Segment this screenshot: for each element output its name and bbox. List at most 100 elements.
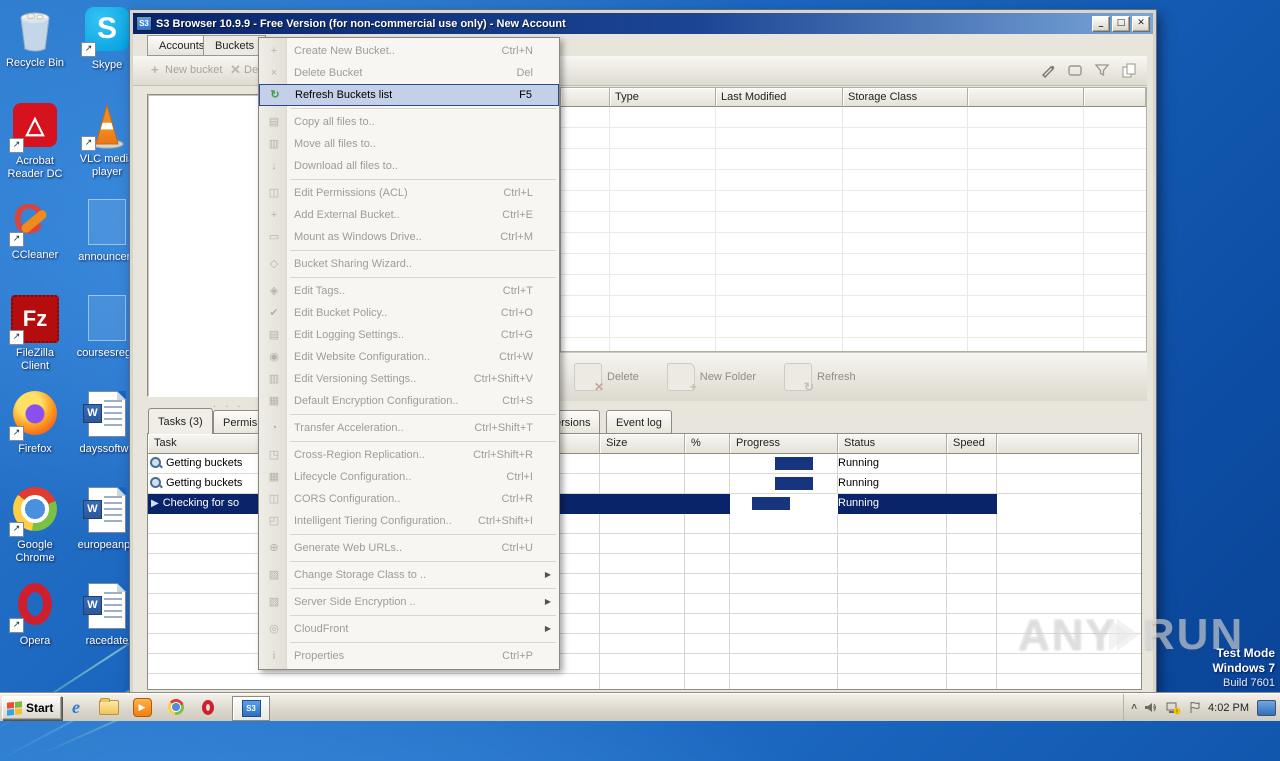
quicklaunch-chrome-icon[interactable] <box>166 697 186 717</box>
task-column-progress[interactable]: Progress <box>730 434 838 454</box>
menu-shortcut: Ctrl+Shift+I <box>477 515 533 527</box>
menu-item-generate-web-urls[interactable]: ⊕ Generate Web URLs.. Ctrl+U <box>259 537 559 559</box>
menu-item-transfer-acceleration[interactable]: ◔ Transfer Acceleration.. Ctrl+Shift+T <box>259 417 559 439</box>
menu-item-server-side-encryption[interactable]: ▧ Server Side Encryption .. ▶ <box>259 591 559 613</box>
menu-item-create-new-bucket[interactable]: + Create New Bucket.. Ctrl+N <box>259 40 559 62</box>
clock[interactable]: 4:02 PM <box>1208 701 1249 714</box>
menu-item-properties[interactable]: i Properties Ctrl+P <box>259 645 559 667</box>
maximize-button[interactable]: □ <box>1112 15 1130 32</box>
task-status: Running <box>838 457 879 469</box>
menu-shortcut: Ctrl+R <box>501 493 533 505</box>
file-column-blank[interactable] <box>968 88 1084 107</box>
menu-item-edit-tags[interactable]: ◈ Edit Tags.. Ctrl+T <box>259 280 559 302</box>
quicklaunch-opera-icon[interactable] <box>198 697 218 717</box>
monitor-icon[interactable] <box>1257 699 1276 716</box>
menu-item-refresh-buckets-list[interactable]: ↻ Refresh Buckets list F5 <box>259 84 559 106</box>
quicklaunch-media-player-icon[interactable]: ▶ <box>132 697 152 717</box>
desktop-icon-announcement-doc[interactable]: announcem <box>74 197 140 264</box>
delete-bucket-button[interactable]: Del <box>244 64 261 76</box>
action-flag-icon[interactable] <box>1188 701 1201 714</box>
close-button[interactable]: ✕ <box>1132 15 1150 32</box>
desktop-icon-opera[interactable]: ↗ Opera <box>2 581 68 648</box>
window-titlebar[interactable]: S3 S3 Browser 10.9.9 - Free Version (for… <box>133 13 1153 34</box>
start-button[interactable]: Start <box>2 696 63 720</box>
menu-item-label: Move all files to.. <box>294 138 376 150</box>
task-column-[interactable]: % <box>685 434 730 454</box>
menu-item-label: Properties <box>294 650 345 662</box>
file-column-type[interactable]: Type <box>610 88 716 107</box>
task-column-size[interactable]: Size <box>600 434 685 454</box>
tab-tasks-3[interactable]: Tasks (3) <box>148 408 213 434</box>
desktop-icon-ccleaner[interactable]: C ↗ CCleaner <box>2 195 68 262</box>
tab-buckets[interactable]: Buckets <box>203 35 267 56</box>
desktop-icon-recycle-bin[interactable]: Recycle Bin <box>2 5 68 70</box>
menu-item-download-all-files-to[interactable]: ↓ Download all files to.. <box>259 155 559 177</box>
menu-item-lifecycle-configuration[interactable]: ▦ Lifecycle Configuration.. Ctrl+I <box>259 466 559 488</box>
task-cell-task: Getting buckets <box>148 454 600 474</box>
volume-icon[interactable] <box>1144 701 1158 714</box>
desktop-icon-courses-doc[interactable]: coursesrega <box>74 293 140 360</box>
network-warning-icon[interactable]: ! <box>1165 701 1181 715</box>
rename-icon[interactable] <box>1063 59 1087 81</box>
menu-item-default-encryption-configuration[interactable]: ▦ Default Encryption Configuration.. Ctrl+… <box>259 390 559 412</box>
menu-item-delete-bucket[interactable]: × Delete Bucket Del <box>259 62 559 84</box>
file-column-storage-class[interactable]: Storage Class <box>843 88 968 107</box>
menu-item-intelligent-tiering-configuration[interactable]: ◰ Intelligent Tiering Configuration.. Ctrl… <box>259 510 559 532</box>
menu-item-copy-all-files-to[interactable]: ▤ Copy all files to.. <box>259 111 559 133</box>
menu-item-edit-bucket-policy[interactable]: ✔ Edit Bucket Policy.. Ctrl+O <box>259 302 559 324</box>
menu-item-move-all-files-to[interactable]: ▥ Move all files to.. <box>259 133 559 155</box>
menu-item-label: Add External Bucket.. <box>294 209 400 221</box>
task-cell-speed <box>947 474 997 494</box>
task-grid-line <box>837 454 838 689</box>
minimize-button[interactable]: _ <box>1092 15 1110 32</box>
menu-item-add-external-bucket[interactable]: + Add External Bucket.. Ctrl+E <box>259 204 559 226</box>
quicklaunch-windows-explorer-icon[interactable] <box>99 697 119 717</box>
desktop-icon-grid: Recycle Bin S ↗ Skype △ ↗ Acrobat Reader DC ↗ VL… <box>0 0 150 690</box>
task-column-blank[interactable] <box>997 434 1139 454</box>
submenu-arrow-icon: ▶ <box>544 597 551 606</box>
panel-splitter-handle[interactable]: · · · <box>213 401 244 412</box>
delete-file-button[interactable]: ✕ Delete <box>574 363 639 394</box>
taskbar-button-s3browser[interactable]: S3 <box>232 696 270 721</box>
menu-item-edit-website-configuration[interactable]: ◉ Edit Website Configuration.. Ctrl+W <box>259 346 559 368</box>
menu-item-edit-versioning-settings[interactable]: ▥ Edit Versioning Settings.. Ctrl+Shift+V <box>259 368 559 390</box>
desktop-icon-firefox[interactable]: ↗ Firefox <box>2 389 68 456</box>
filter-icon[interactable] <box>1090 59 1114 81</box>
menu-item-edit-permissions-acl[interactable]: ◫ Edit Permissions (ACL) Ctrl+L <box>259 182 559 204</box>
tab-event-log[interactable]: Event log <box>606 410 672 434</box>
copy-pages-icon[interactable] <box>1117 59 1141 81</box>
menu-item-cloudfront[interactable]: ◎ CloudFront ▶ <box>259 618 559 640</box>
menu-item-mount-as-windows-drive[interactable]: ▭ Mount as Windows Drive.. Ctrl+M <box>259 226 559 248</box>
file-list-body[interactable] <box>561 107 1146 351</box>
desktop-icon-acrobat-reader[interactable]: △ ↗ Acrobat Reader DC <box>2 101 68 181</box>
file-column-last-modified[interactable]: Last Modified <box>716 88 843 107</box>
desktop-icon-skype[interactable]: S ↗ Skype <box>74 5 140 72</box>
refresh-files-label: Refresh <box>817 371 856 383</box>
menu-item-edit-logging-settings[interactable]: ▤ Edit Logging Settings.. Ctrl+G <box>259 324 559 346</box>
desktop-icon-vlc-media-player[interactable]: ↗ VLC media player <box>74 101 140 179</box>
desktop-icon-filezilla-client[interactable]: Fz ↗ FileZilla Client <box>2 293 68 373</box>
windows-version-line: Windows 7 <box>1212 661 1275 675</box>
file-column-blank[interactable] <box>1084 88 1146 107</box>
desktop-icon-google-chrome[interactable]: ↗ Google Chrome <box>2 485 68 565</box>
menu-item-bucket-sharing-wizard[interactable]: ◇ Bucket Sharing Wizard.. <box>259 253 559 275</box>
refresh-files-button[interactable]: ↻ Refresh <box>784 363 856 394</box>
menu-item-cors-configuration[interactable]: ◫ CORS Configuration.. Ctrl+R <box>259 488 559 510</box>
new-folder-button[interactable]: + New Folder <box>666 363 756 394</box>
quicklaunch-internet-explorer-icon[interactable]: e <box>72 696 80 717</box>
chevron-up-icon[interactable]: ˄ <box>1131 702 1138 713</box>
edit-pencil-icon[interactable] <box>1036 59 1060 81</box>
new-bucket-button[interactable]: New bucket <box>165 64 223 76</box>
file-column-blank[interactable] <box>561 88 610 107</box>
task-column-status[interactable]: Status <box>838 434 947 454</box>
menu-shortcut: Ctrl+Shift+R <box>473 449 533 461</box>
task-row-getting-buckets[interactable]: Getting buckets Running <box>148 474 1141 494</box>
tab-accounts[interactable]: Accounts <box>147 35 217 56</box>
task-column-speed[interactable]: Speed <box>947 434 997 454</box>
menu-item-cross-region-replication[interactable]: ◳ Cross-Region Replication.. Ctrl+Shift+R <box>259 444 559 466</box>
menu-item-change-storage-class-to[interactable]: ▨ Change Storage Class to .. ▶ <box>259 564 559 586</box>
task-row-getting-buckets[interactable]: Getting buckets Running <box>148 454 1141 474</box>
ghostdoc-icon <box>83 295 131 343</box>
